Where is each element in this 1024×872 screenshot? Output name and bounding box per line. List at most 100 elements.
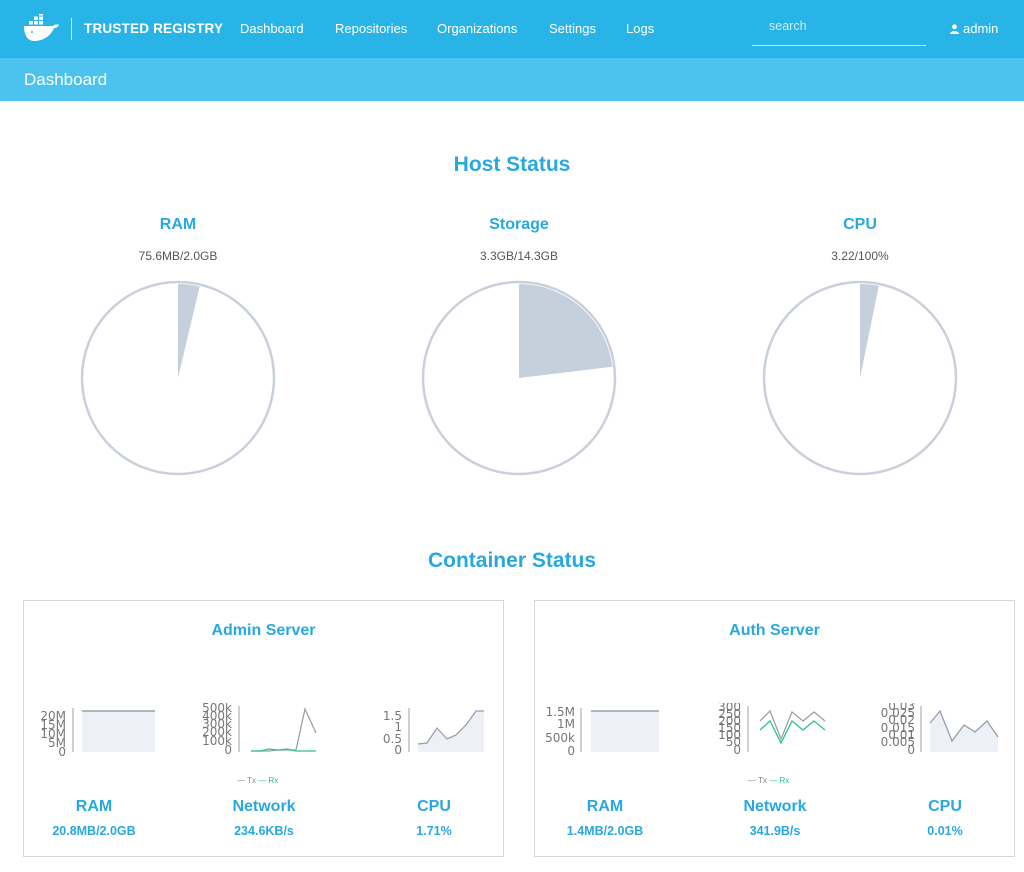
admin-ram-tick: 15M <box>40 718 66 732</box>
auth-ram-chart: 1.5M 1M 500k 0 <box>545 705 659 757</box>
auth-ram-metric: RAM 1.4MB/2.0GB <box>535 798 675 838</box>
legend-tx-label: Tx <box>247 776 256 785</box>
legend-tx-label: Tx <box>758 776 767 785</box>
auth-cpu-label: CPU <box>928 798 962 815</box>
host-storage-label: Storage <box>489 216 549 233</box>
auth-cpu-tick: 0.02 <box>888 713 915 727</box>
auth-network-tick: 0 <box>733 743 741 757</box>
nav-settings[interactable]: Settings <box>549 21 596 36</box>
host-storage-value: 3.3GB/14.3GB <box>479 249 559 263</box>
host-status-title: Host Status <box>453 153 571 176</box>
user-menu[interactable]: admin <box>950 21 998 36</box>
auth-server-title: Auth Server <box>729 622 820 639</box>
admin-ram-value: 20.8MB/2.0GB <box>52 824 136 838</box>
host-storage-pie <box>421 280 617 476</box>
auth-network-tick: 100 <box>718 728 741 742</box>
admin-ram-metric: RAM 20.8MB/2.0GB <box>24 798 164 838</box>
admin-ram-tick: 5M <box>48 736 66 750</box>
legend-rx-swatch: — <box>258 776 269 785</box>
auth-cpu-value: 0.01% <box>927 824 963 838</box>
admin-server-title: Admin Server <box>211 622 316 639</box>
auth-cpu-tick: 0.03 <box>888 703 915 713</box>
admin-network-label: Network <box>232 798 296 815</box>
auth-cpu-tick: 0.015 <box>881 721 915 735</box>
auth-network-tick: 300 <box>718 703 741 714</box>
auth-ram-tick: 0 <box>567 744 575 757</box>
admin-network-rx-line <box>251 748 316 752</box>
auth-network-value: 341.9B/s <box>749 824 801 838</box>
host-cpu-pie <box>762 280 958 476</box>
legend-rx-swatch: — <box>769 776 780 785</box>
host-ram-label: RAM <box>159 216 197 233</box>
brand-name[interactable]: TRUSTED REGISTRY <box>84 21 224 36</box>
legend-tx-swatch: — <box>748 776 759 785</box>
auth-cpu-chart: 0.03 0.025 0.02 0.015 0.01 0.005 0 <box>881 703 999 757</box>
auth-cpu-tick: 0 <box>907 743 915 757</box>
admin-ram-area <box>82 711 155 752</box>
auth-network-legend: — Tx — Rx <box>748 776 789 785</box>
docker-whale-icon[interactable] <box>22 14 62 44</box>
auth-ram-tick: 1.5M <box>546 705 575 719</box>
auth-server-card: Auth Server 1.5M 1M 500k 0 300 250 200 1… <box>534 600 1015 857</box>
legend-tx-swatch: — <box>237 776 248 785</box>
admin-network-chart: 500k 400k 300k 200k 100k 0 <box>202 703 317 757</box>
nav-dashboard[interactable]: Dashboard <box>240 21 304 36</box>
auth-network-metric: Network 341.9B/s <box>705 798 845 838</box>
auth-cpu-tick: 0.005 <box>881 735 915 749</box>
host-ram-value: 75.6MB/2.0GB <box>138 249 218 263</box>
admin-ram-tick: 0 <box>58 745 66 757</box>
admin-network-tick: 400k <box>202 709 232 723</box>
admin-ram-tick: 20M <box>40 709 66 723</box>
admin-ram-chart: 20M 15M 10M 5M 0 <box>40 708 155 757</box>
admin-network-tick: 300k <box>202 717 232 731</box>
admin-cpu-tick: 1 <box>394 720 402 734</box>
container-status-title: Container Status <box>427 549 597 572</box>
auth-ram-area <box>591 711 659 752</box>
auth-ram-value: 1.4MB/2.0GB <box>566 824 644 838</box>
legend-rx-label: Rx <box>779 776 790 785</box>
admin-cpu-metric: CPU 1.71% <box>364 798 504 838</box>
auth-network-tick: 200 <box>718 714 741 728</box>
auth-ram-tick: 500k <box>545 731 575 745</box>
auth-cpu-line <box>929 709 999 743</box>
auth-network-tick: 150 <box>718 721 741 735</box>
user-name: admin <box>963 21 999 36</box>
auth-cpu-tick: 0.025 <box>881 706 915 720</box>
auth-ram-label: RAM <box>586 798 624 815</box>
admin-network-tx-line <box>251 706 317 752</box>
host-ram-pie <box>80 280 276 476</box>
admin-cpu-tick: 0.5 <box>383 732 402 746</box>
brand-divider <box>71 18 72 40</box>
admin-ram-label: RAM <box>75 798 113 815</box>
host-cpu-pie-slice <box>860 284 879 378</box>
auth-network-rx-line <box>759 719 826 745</box>
admin-network-tick: 200k <box>202 725 232 739</box>
admin-cpu-tick: 1.5 <box>383 709 402 723</box>
user-icon <box>950 23 959 34</box>
nav-repositories[interactable]: Repositories <box>335 21 408 36</box>
nav-logs[interactable]: Logs <box>626 21 655 36</box>
admin-cpu-chart: 1.5 1 0.5 0 <box>383 708 484 757</box>
auth-cpu-tick: 0.01 <box>888 728 915 742</box>
auth-network-tick: 250 <box>718 707 741 721</box>
host-storage-pie-slice <box>519 284 613 378</box>
admin-network-metric: Network 234.6KB/s <box>194 798 334 838</box>
admin-cpu-label: CPU <box>417 798 451 815</box>
admin-network-tick: 0 <box>224 743 232 757</box>
admin-server-card: Admin Server 20M 15M 10M 5M 0 500k 400k … <box>23 600 504 857</box>
page-title: Dashboard <box>24 70 108 89</box>
admin-network-legend: — Tx — Rx <box>237 776 278 785</box>
top-navbar: TRUSTED REGISTRY Dashboard Repositories … <box>0 0 1024 58</box>
auth-network-chart: 300 250 200 150 100 50 0 <box>718 703 826 757</box>
legend-rx-label: Rx <box>268 776 279 785</box>
auth-ram-tick: 1M <box>557 717 575 731</box>
host-cpu-label: CPU <box>843 216 877 233</box>
admin-cpu-tick: 0 <box>394 743 402 757</box>
admin-network-tick: 100k <box>202 734 232 748</box>
host-cpu-value: 3.22/100% <box>831 249 889 263</box>
search-input[interactable] <box>752 14 926 46</box>
auth-network-tick: 50 <box>726 735 741 749</box>
nav-organizations[interactable]: Organizations <box>437 21 518 36</box>
admin-cpu-value: 1.71% <box>416 824 452 838</box>
admin-cpu-area <box>418 711 484 752</box>
